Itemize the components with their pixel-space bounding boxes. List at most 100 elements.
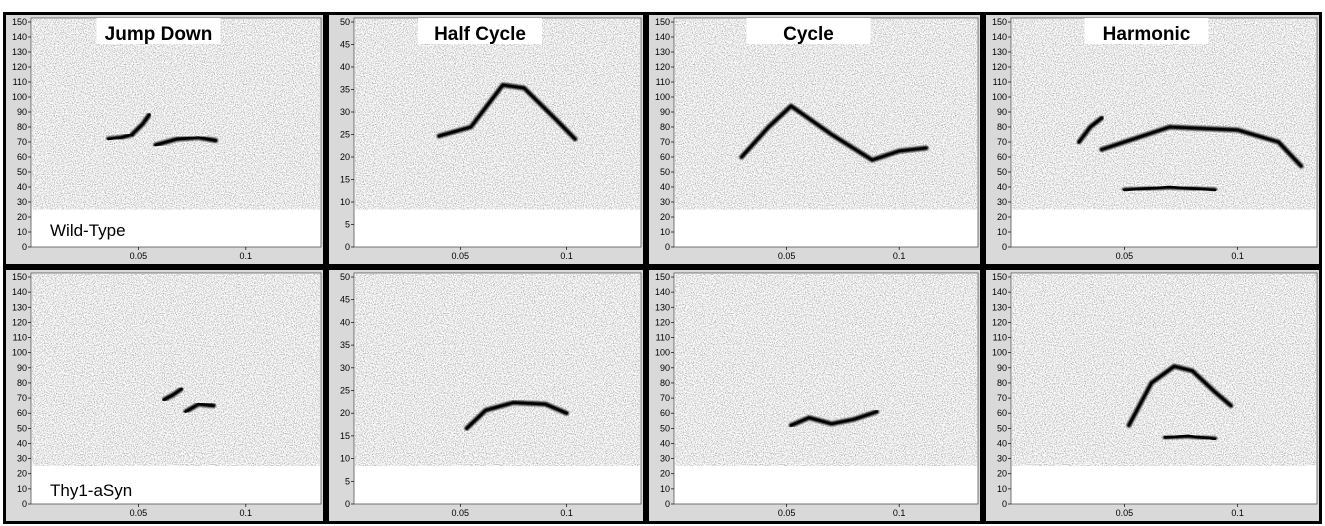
y-tick-label: 45 xyxy=(340,40,350,50)
y-tick-label: 0 xyxy=(1002,242,1007,252)
x-tick-label: 0.05 xyxy=(452,251,470,261)
y-tick-label: 10 xyxy=(17,227,27,237)
y-tick-label: 40 xyxy=(660,182,670,192)
y-tick-label: 110 xyxy=(13,77,27,87)
y-tick-label: 120 xyxy=(12,317,27,327)
y-tick-label: 15 xyxy=(340,175,350,185)
column-title: Harmonic xyxy=(1103,24,1191,45)
y-tick-label: 20 xyxy=(997,469,1007,479)
x-tick-label: 0.05 xyxy=(130,251,148,261)
y-tick-label: 70 xyxy=(997,393,1007,403)
y-tick-label: 90 xyxy=(17,363,27,373)
y-tick-label: 40 xyxy=(660,438,670,448)
x-tick-label: 0.05 xyxy=(130,508,148,518)
y-tick-label: 90 xyxy=(17,107,27,117)
y-tick-label: 30 xyxy=(997,197,1007,207)
y-tick-label: 140 xyxy=(655,32,670,42)
panel-border xyxy=(3,267,326,524)
y-tick-label: 0 xyxy=(22,499,27,509)
x-tick-label: 0.1 xyxy=(893,508,906,518)
row-label: Thy1-aSyn xyxy=(50,481,132,500)
spectrogram-noise xyxy=(1012,19,1316,210)
y-tick-label: 20 xyxy=(997,212,1007,222)
y-tick-label: 50 xyxy=(340,17,350,27)
row-label: Wild-Type xyxy=(50,221,126,240)
y-tick-label: 40 xyxy=(997,182,1007,192)
y-tick-label: 140 xyxy=(12,287,27,297)
y-tick-label: 110 xyxy=(13,333,27,343)
y-tick-label: 15 xyxy=(340,431,350,441)
y-tick-label: 40 xyxy=(17,182,27,192)
y-tick-label: 5 xyxy=(345,220,350,230)
y-tick-label: 60 xyxy=(17,408,27,418)
y-tick-label: 80 xyxy=(660,122,670,132)
y-tick-label: 10 xyxy=(17,484,27,494)
y-tick-label: 10 xyxy=(660,227,670,237)
y-tick-label: 35 xyxy=(340,85,350,95)
y-tick-label: 80 xyxy=(17,122,27,132)
y-tick-label: 0 xyxy=(345,242,350,252)
y-tick-label: 120 xyxy=(992,317,1007,327)
y-tick-label: 100 xyxy=(655,92,670,102)
y-tick-label: 10 xyxy=(997,484,1007,494)
panel-wt-3: 0 10 20 30 40 50 60 70 80 90 100 110 120 130 140 150 0.0… xyxy=(646,12,983,267)
y-tick-label: 150 xyxy=(655,272,670,282)
y-tick-label: 30 xyxy=(660,454,670,464)
y-tick-label: 5 xyxy=(345,476,350,486)
panel-border xyxy=(326,267,646,524)
y-tick-label: 100 xyxy=(12,92,27,102)
x-tick-label: 0.1 xyxy=(560,251,573,261)
y-tick-label: 150 xyxy=(12,17,27,27)
y-tick-label: 120 xyxy=(12,62,27,72)
y-tick-label: 20 xyxy=(17,212,27,222)
y-tick-label: 0 xyxy=(665,499,670,509)
y-tick-label: 130 xyxy=(992,302,1007,312)
panel-thy1-4: 0 10 20 30 40 50 60 70 80 90 100 110 120 130 140 150 0.0… xyxy=(983,267,1322,524)
y-tick-label: 40 xyxy=(340,62,350,72)
y-tick-label: 50 xyxy=(997,423,1007,433)
vocalization-trace-core xyxy=(1077,116,1103,144)
y-tick-label: 130 xyxy=(12,47,27,57)
y-tick-label: 140 xyxy=(992,32,1007,42)
column-title-bg xyxy=(746,18,871,44)
y-tick-label: 90 xyxy=(997,107,1007,117)
vocalization-trace-core xyxy=(107,133,134,141)
spectrogram-noise xyxy=(32,274,320,466)
y-tick-label: 10 xyxy=(340,454,350,464)
x-tick-label: 0.1 xyxy=(240,251,253,261)
row-label-bg xyxy=(46,219,156,243)
spectrogram-noise xyxy=(675,274,977,466)
y-tick-label: 140 xyxy=(992,287,1007,297)
y-tick-label: 60 xyxy=(997,152,1007,162)
y-tick-label: 110 xyxy=(656,77,670,87)
y-tick-label: 70 xyxy=(660,393,670,403)
y-tick-label: 70 xyxy=(997,137,1007,147)
vocalization-trace-core xyxy=(1127,365,1233,427)
vocalization-trace-core xyxy=(1100,125,1303,168)
x-tick-label: 0.05 xyxy=(778,251,796,261)
y-tick-label: 30 xyxy=(340,363,350,373)
y-tick-label: 120 xyxy=(655,62,670,72)
column-title-bg xyxy=(96,18,221,44)
y-tick-label: 90 xyxy=(997,363,1007,373)
y-tick-label: 90 xyxy=(660,363,670,373)
y-tick-label: 20 xyxy=(660,212,670,222)
y-tick-label: 10 xyxy=(340,197,350,207)
y-tick-label: 140 xyxy=(12,32,27,42)
y-tick-label: 100 xyxy=(655,348,670,358)
x-tick-label: 0.05 xyxy=(452,508,470,518)
vocalization-trace-core xyxy=(1163,434,1217,441)
y-tick-label: 50 xyxy=(997,167,1007,177)
vocalization-trace-core xyxy=(789,410,878,427)
x-tick-label: 0.05 xyxy=(1116,508,1134,518)
y-tick-label: 20 xyxy=(660,469,670,479)
y-tick-label: 25 xyxy=(340,386,350,396)
y-tick-label: 50 xyxy=(340,272,350,282)
y-tick-label: 130 xyxy=(12,302,27,312)
y-tick-label: 0 xyxy=(22,242,27,252)
panel-border xyxy=(3,12,326,267)
y-tick-label: 70 xyxy=(17,393,27,403)
y-tick-label: 60 xyxy=(660,408,670,418)
x-tick-label: 0.05 xyxy=(778,508,796,518)
